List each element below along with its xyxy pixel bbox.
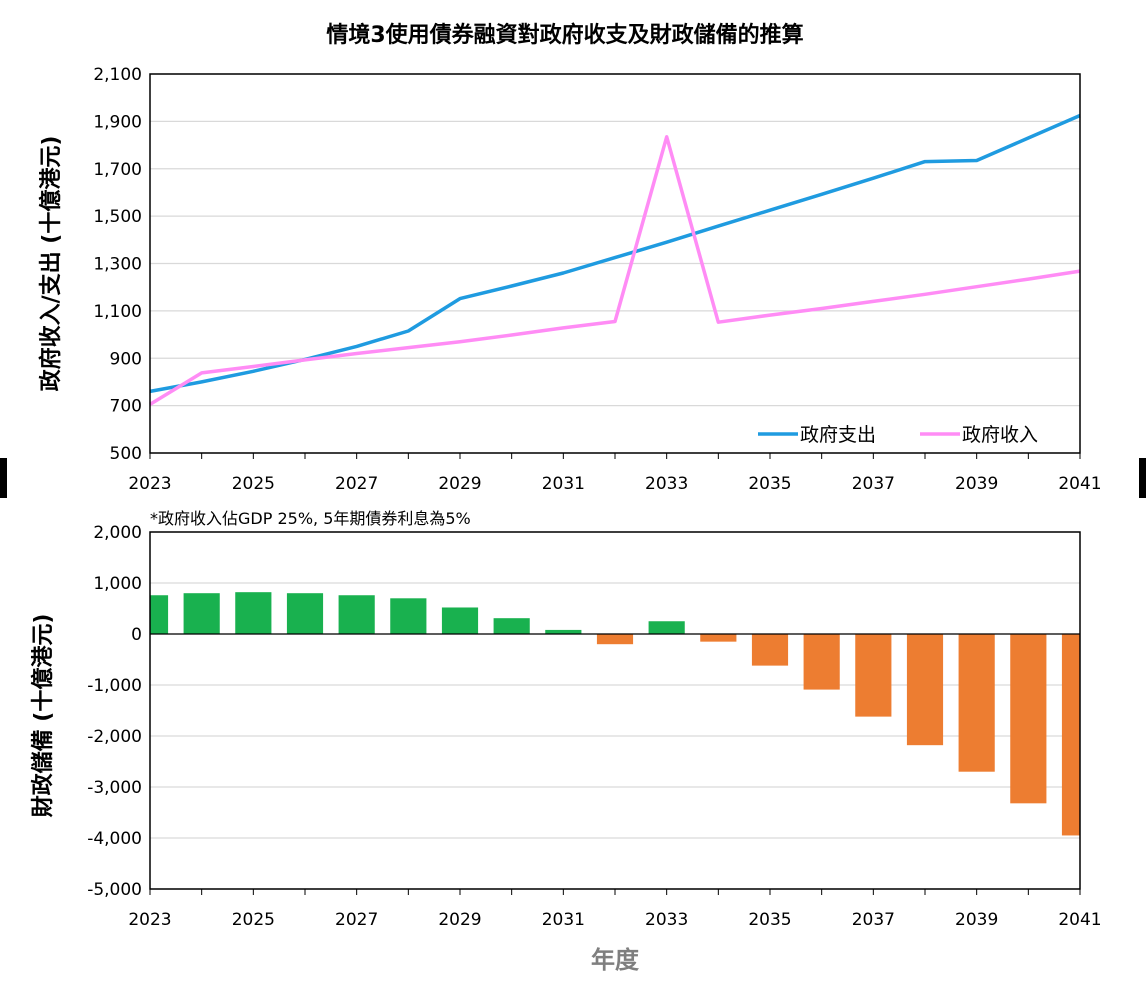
reserve-bars bbox=[150, 592, 1080, 836]
bottom-y-tick-label: -1,000 bbox=[87, 676, 142, 696]
reserve-bar bbox=[183, 593, 220, 634]
top-y-tick-label: 1,700 bbox=[93, 160, 142, 180]
expenditure-revenue-chart: 情境3使用債券融資對政府收支及財政儲備的推算 500 700 900 1,100 1,3… bbox=[38, 22, 1102, 494]
reserve-bar bbox=[441, 607, 479, 634]
bottom-x-tick-label: 2029 bbox=[438, 910, 481, 930]
bottom-y-tick-label: -4,000 bbox=[87, 829, 142, 849]
reserve-bar bbox=[1010, 634, 1047, 804]
top-x-tick-marks bbox=[149, 453, 1081, 459]
bottom-y-tick-label: -3,000 bbox=[87, 778, 142, 798]
top-y-tick-label: 1,500 bbox=[93, 207, 142, 227]
top-y-tick-label: 500 bbox=[110, 444, 142, 464]
top-y-axis-label: 政府收入/支出 (十億港元) bbox=[38, 136, 64, 392]
reserve-bar bbox=[648, 621, 685, 634]
bottom-x-tick-label: 2039 bbox=[955, 910, 998, 930]
top-x-tick-label: 2033 bbox=[645, 474, 688, 494]
top-y-tick-label: 1,900 bbox=[93, 112, 142, 132]
reserve-bar bbox=[235, 592, 272, 634]
reserve-bar bbox=[545, 629, 582, 634]
x-axis-label: 年度 bbox=[591, 946, 640, 974]
reserve-bar bbox=[803, 634, 840, 690]
bottom-y-tick-label: 0 bbox=[131, 625, 142, 645]
bottom-x-tick-label: 2023 bbox=[128, 910, 171, 930]
bottom-y-tick-label: 2,000 bbox=[93, 523, 142, 543]
top-y-tick-labels: 500 700 900 1,100 1,300 1,500 1,700 1,900 2,100 bbox=[93, 65, 142, 464]
top-x-tick-label: 2037 bbox=[852, 474, 895, 494]
reserve-bar bbox=[1061, 634, 1080, 836]
top-y-tick-label: 1,100 bbox=[93, 302, 142, 322]
bottom-y-tick-label: 1,000 bbox=[93, 574, 142, 594]
right-border-block bbox=[1139, 458, 1146, 498]
assumption-note: *政府收入佔GDP 25%, 5年期債券利息為5% bbox=[150, 509, 471, 528]
top-x-tick-label: 2031 bbox=[542, 474, 585, 494]
left-border-block bbox=[0, 458, 7, 498]
chart-title: 情境3使用債券融資對政府收支及財政儲備的推算 bbox=[326, 22, 803, 48]
bottom-x-tick-label: 2035 bbox=[748, 910, 791, 930]
top-x-tick-label: 2035 bbox=[748, 474, 791, 494]
bottom-x-tick-label: 2027 bbox=[335, 910, 378, 930]
reserve-bar bbox=[390, 598, 427, 634]
bottom-x-tick-label: 2041 bbox=[1058, 910, 1101, 930]
legend-label-revenue: 政府收入 bbox=[962, 424, 1038, 446]
bottom-x-tick-marks bbox=[149, 889, 1081, 895]
reserve-bar bbox=[906, 634, 944, 746]
bottom-x-tick-label: 2037 bbox=[852, 910, 895, 930]
bottom-y-tick-labels: -5,000 -4,000 -3,000 -2,000 -1,000 0 1,000 2,00… bbox=[87, 523, 142, 900]
reserve-bar bbox=[596, 634, 634, 645]
top-x-tick-label: 2041 bbox=[1058, 474, 1101, 494]
top-y-tick-label: 1,300 bbox=[93, 255, 142, 275]
top-x-tick-labels: 2023 2025 2027 2029 2031 2033 2035 2037 2039 2041 bbox=[128, 474, 1101, 494]
legend-label-expenditure: 政府支出 bbox=[800, 424, 876, 446]
top-y-tick-label: 2,100 bbox=[93, 65, 142, 85]
reserve-bar bbox=[150, 595, 169, 634]
bottom-x-tick-label: 2031 bbox=[542, 910, 585, 930]
top-gridlines bbox=[150, 73, 1080, 454]
series-line-revenue bbox=[149, 135, 1081, 406]
top-x-tick-label: 2029 bbox=[438, 474, 481, 494]
bottom-x-tick-label: 2033 bbox=[645, 910, 688, 930]
bottom-y-tick-label: -5,000 bbox=[87, 880, 142, 900]
series-line-expenditure bbox=[149, 113, 1081, 394]
bottom-x-tick-label: 2025 bbox=[232, 910, 275, 930]
top-y-tick-label: 900 bbox=[110, 349, 142, 369]
top-x-tick-label: 2027 bbox=[335, 474, 378, 494]
bottom-y-tick-label: -2,000 bbox=[87, 727, 142, 747]
reserve-bar bbox=[958, 634, 995, 772]
reserve-bar bbox=[751, 634, 789, 666]
top-series-lines bbox=[149, 113, 1081, 406]
top-x-tick-label: 2025 bbox=[232, 474, 275, 494]
fiscal-reserve-chart: *政府收入佔GDP 25%, 5年期債券利息為5% -5,000 -4,000 -3… bbox=[30, 509, 1102, 974]
reserve-bar bbox=[338, 595, 375, 634]
reserve-bar bbox=[286, 593, 324, 634]
top-x-tick-label: 2023 bbox=[128, 474, 171, 494]
reserve-bar bbox=[700, 634, 737, 642]
legend: 政府支出 政府收入 bbox=[758, 424, 1038, 446]
bottom-x-tick-labels: 2023 2025 2027 2029 2031 2033 2035 2037 2039 2041 bbox=[128, 910, 1101, 930]
reserve-bar bbox=[493, 618, 530, 634]
reserve-bar bbox=[855, 634, 892, 717]
top-y-tick-label: 700 bbox=[110, 397, 142, 417]
top-x-tick-label: 2039 bbox=[955, 474, 998, 494]
bottom-y-axis-label: 財政儲備 (十億港元) bbox=[30, 614, 56, 818]
